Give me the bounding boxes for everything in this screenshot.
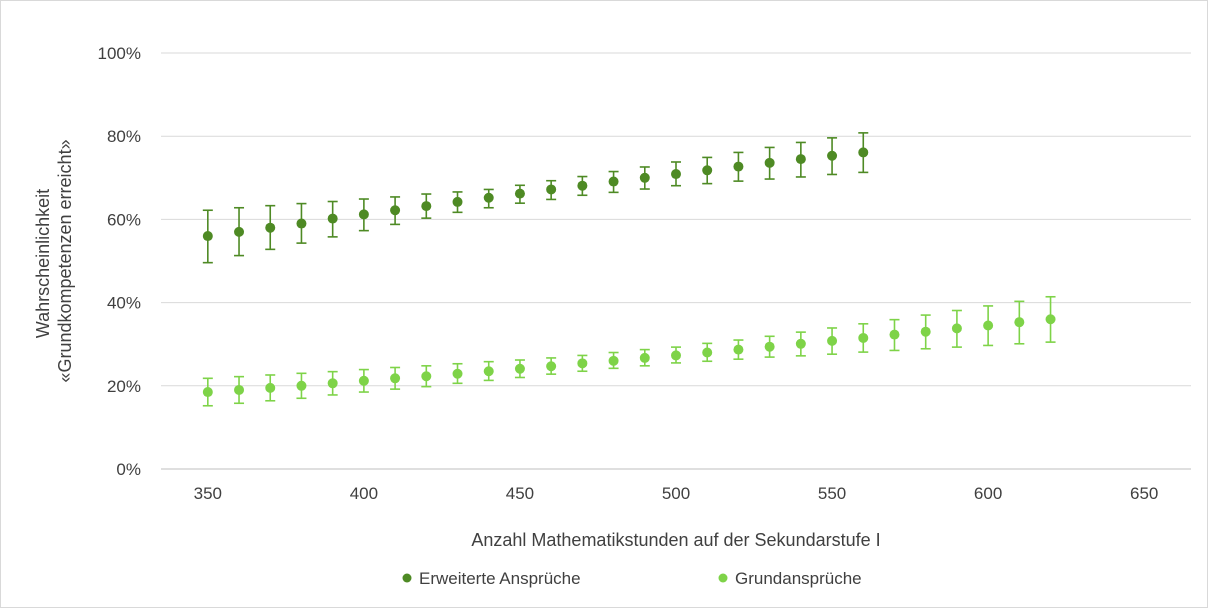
data-point bbox=[546, 184, 557, 195]
x-tick-label: 450 bbox=[506, 484, 534, 503]
y-axis-title-line-1: Wahrscheinlichkeit bbox=[33, 189, 53, 338]
data-point bbox=[795, 338, 806, 349]
x-tick-label: 500 bbox=[662, 484, 690, 503]
data-point bbox=[639, 352, 650, 363]
data-point bbox=[889, 329, 900, 340]
data-point bbox=[1045, 314, 1056, 325]
data-point bbox=[702, 165, 713, 176]
data-point bbox=[577, 358, 588, 369]
y-axis-title: Wahrscheinlichkeit «Grundkompetenzen err… bbox=[33, 139, 75, 382]
y-axis-title-line-2: «Grundkompetenzen erreicht» bbox=[55, 139, 75, 382]
y-tick-label: 80% bbox=[107, 127, 141, 146]
data-point bbox=[702, 347, 713, 358]
y-tick-label: 60% bbox=[107, 210, 141, 229]
data-point bbox=[452, 196, 463, 207]
data-point bbox=[671, 169, 681, 180]
series-1 bbox=[202, 132, 869, 264]
series-2 bbox=[202, 295, 1056, 407]
y-tick-label: 100% bbox=[98, 44, 141, 63]
data-point bbox=[827, 335, 838, 346]
data-point bbox=[265, 382, 276, 393]
data-point bbox=[577, 180, 588, 191]
data-point bbox=[452, 368, 463, 379]
data-point bbox=[514, 188, 525, 199]
data-point bbox=[421, 371, 432, 382]
data-point bbox=[764, 157, 775, 168]
y-tick-label: 40% bbox=[107, 294, 141, 313]
data-point bbox=[983, 320, 994, 331]
legend-label: Grundansprüche bbox=[735, 569, 862, 588]
x-tick-label: 600 bbox=[974, 484, 1002, 503]
tick-labels: 0% 20% 40% 60% 80% 100% 350 400 450 500 550 600 650 bbox=[98, 44, 1159, 503]
legend-label: Erweiterte Ansprüche bbox=[419, 569, 581, 588]
data-point bbox=[920, 326, 931, 337]
data-point bbox=[795, 154, 806, 165]
legend-marker bbox=[402, 573, 412, 583]
data-point bbox=[733, 161, 744, 172]
x-tick-label: 400 bbox=[350, 484, 378, 503]
y-tick-label: 0% bbox=[116, 460, 141, 479]
data-point bbox=[639, 172, 650, 183]
data-point bbox=[827, 150, 838, 161]
data-point bbox=[234, 384, 245, 395]
data-point bbox=[327, 378, 338, 389]
x-axis-title: Anzahl Mathematikstunden auf der Sekunda… bbox=[471, 530, 880, 550]
x-tick-label: 550 bbox=[818, 484, 846, 503]
data-series bbox=[202, 132, 1056, 407]
data-point bbox=[483, 192, 494, 203]
legend-marker bbox=[718, 573, 728, 583]
data-point bbox=[514, 363, 525, 374]
gridlines bbox=[161, 52, 1191, 470]
data-point bbox=[951, 323, 962, 334]
data-point bbox=[202, 387, 213, 398]
y-tick-label: 20% bbox=[107, 377, 141, 396]
data-point bbox=[608, 176, 619, 187]
data-point bbox=[608, 355, 619, 366]
data-point bbox=[296, 218, 307, 229]
data-point bbox=[1014, 317, 1025, 328]
data-point bbox=[858, 147, 869, 158]
data-point bbox=[858, 332, 869, 343]
data-point bbox=[327, 213, 338, 224]
data-point bbox=[296, 380, 307, 391]
data-point bbox=[265, 222, 276, 233]
data-point bbox=[733, 344, 744, 355]
data-point bbox=[483, 366, 494, 377]
data-point bbox=[358, 375, 369, 386]
data-point bbox=[202, 231, 213, 242]
data-point bbox=[764, 341, 775, 352]
data-point bbox=[358, 209, 369, 220]
data-point bbox=[390, 373, 401, 384]
data-point bbox=[421, 201, 432, 212]
data-point bbox=[546, 361, 557, 372]
x-tick-label: 350 bbox=[194, 484, 222, 503]
data-point bbox=[671, 350, 681, 361]
x-tick-label: 650 bbox=[1130, 484, 1158, 503]
data-point bbox=[390, 205, 401, 216]
legend: Erweiterte Ansprüche Grundansprüche bbox=[402, 569, 862, 588]
data-point bbox=[234, 226, 245, 237]
